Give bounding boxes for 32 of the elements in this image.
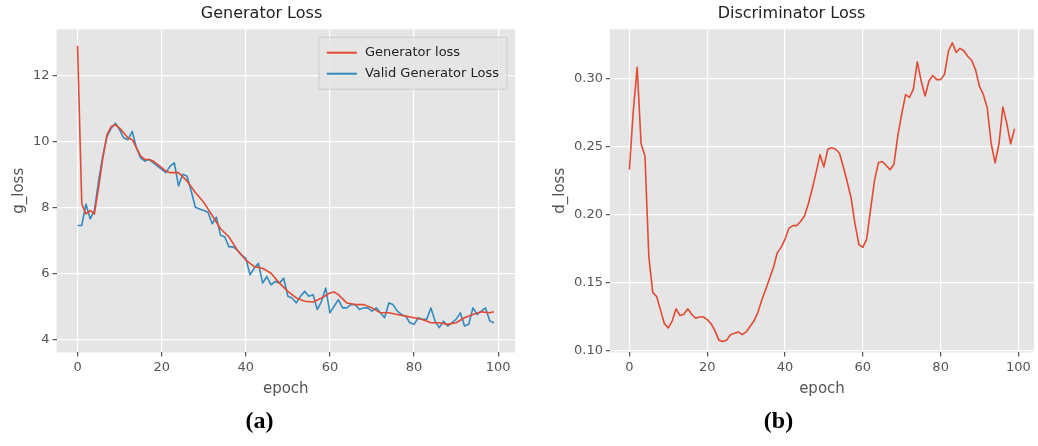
x-tick-label: 0	[73, 358, 82, 374]
y-tick-label: 0.15	[573, 274, 603, 290]
text: (a)	[244, 406, 275, 435]
x-tick-label: 100	[485, 358, 511, 374]
x-tick-label: 60	[854, 358, 872, 374]
y-tick-label: 8	[41, 198, 50, 214]
y-axis-title: d_loss	[549, 167, 569, 214]
x-tick-label: 60	[321, 358, 339, 374]
x-tick-label: 40	[237, 358, 255, 374]
y-tick-label: 0.30	[573, 69, 603, 85]
x-tick-label: 40	[776, 358, 794, 374]
x-axis-title: epoch	[799, 378, 845, 397]
x-tick-label: 0	[625, 358, 634, 374]
y-axis-title: g_loss	[8, 167, 28, 214]
text: (b)	[762, 406, 795, 435]
y-tick-label: 0.20	[573, 206, 603, 222]
y-tick-label: 0.10	[573, 342, 603, 358]
x-tick-label: 20	[153, 358, 170, 374]
legend-label: Valid Generator Loss	[364, 65, 500, 81]
chart-title: Discriminator Loss	[717, 2, 866, 22]
x-tick-label: 20	[698, 358, 716, 374]
y-tick-label: 6	[41, 264, 50, 280]
x-tick-label: 100	[1006, 358, 1031, 374]
x-tick-label: 80	[405, 358, 423, 374]
y-tick-label: 12	[33, 66, 50, 82]
y-tick-label: 10	[33, 132, 50, 148]
x-tick-label: 80	[932, 358, 949, 374]
legend-label: Generator loss	[364, 44, 461, 60]
x-axis-title: epoch	[262, 378, 309, 397]
chart-title: Generator Loss	[200, 2, 323, 22]
y-tick-label: 4	[41, 330, 50, 346]
y-tick-label: 0.25	[573, 137, 603, 153]
